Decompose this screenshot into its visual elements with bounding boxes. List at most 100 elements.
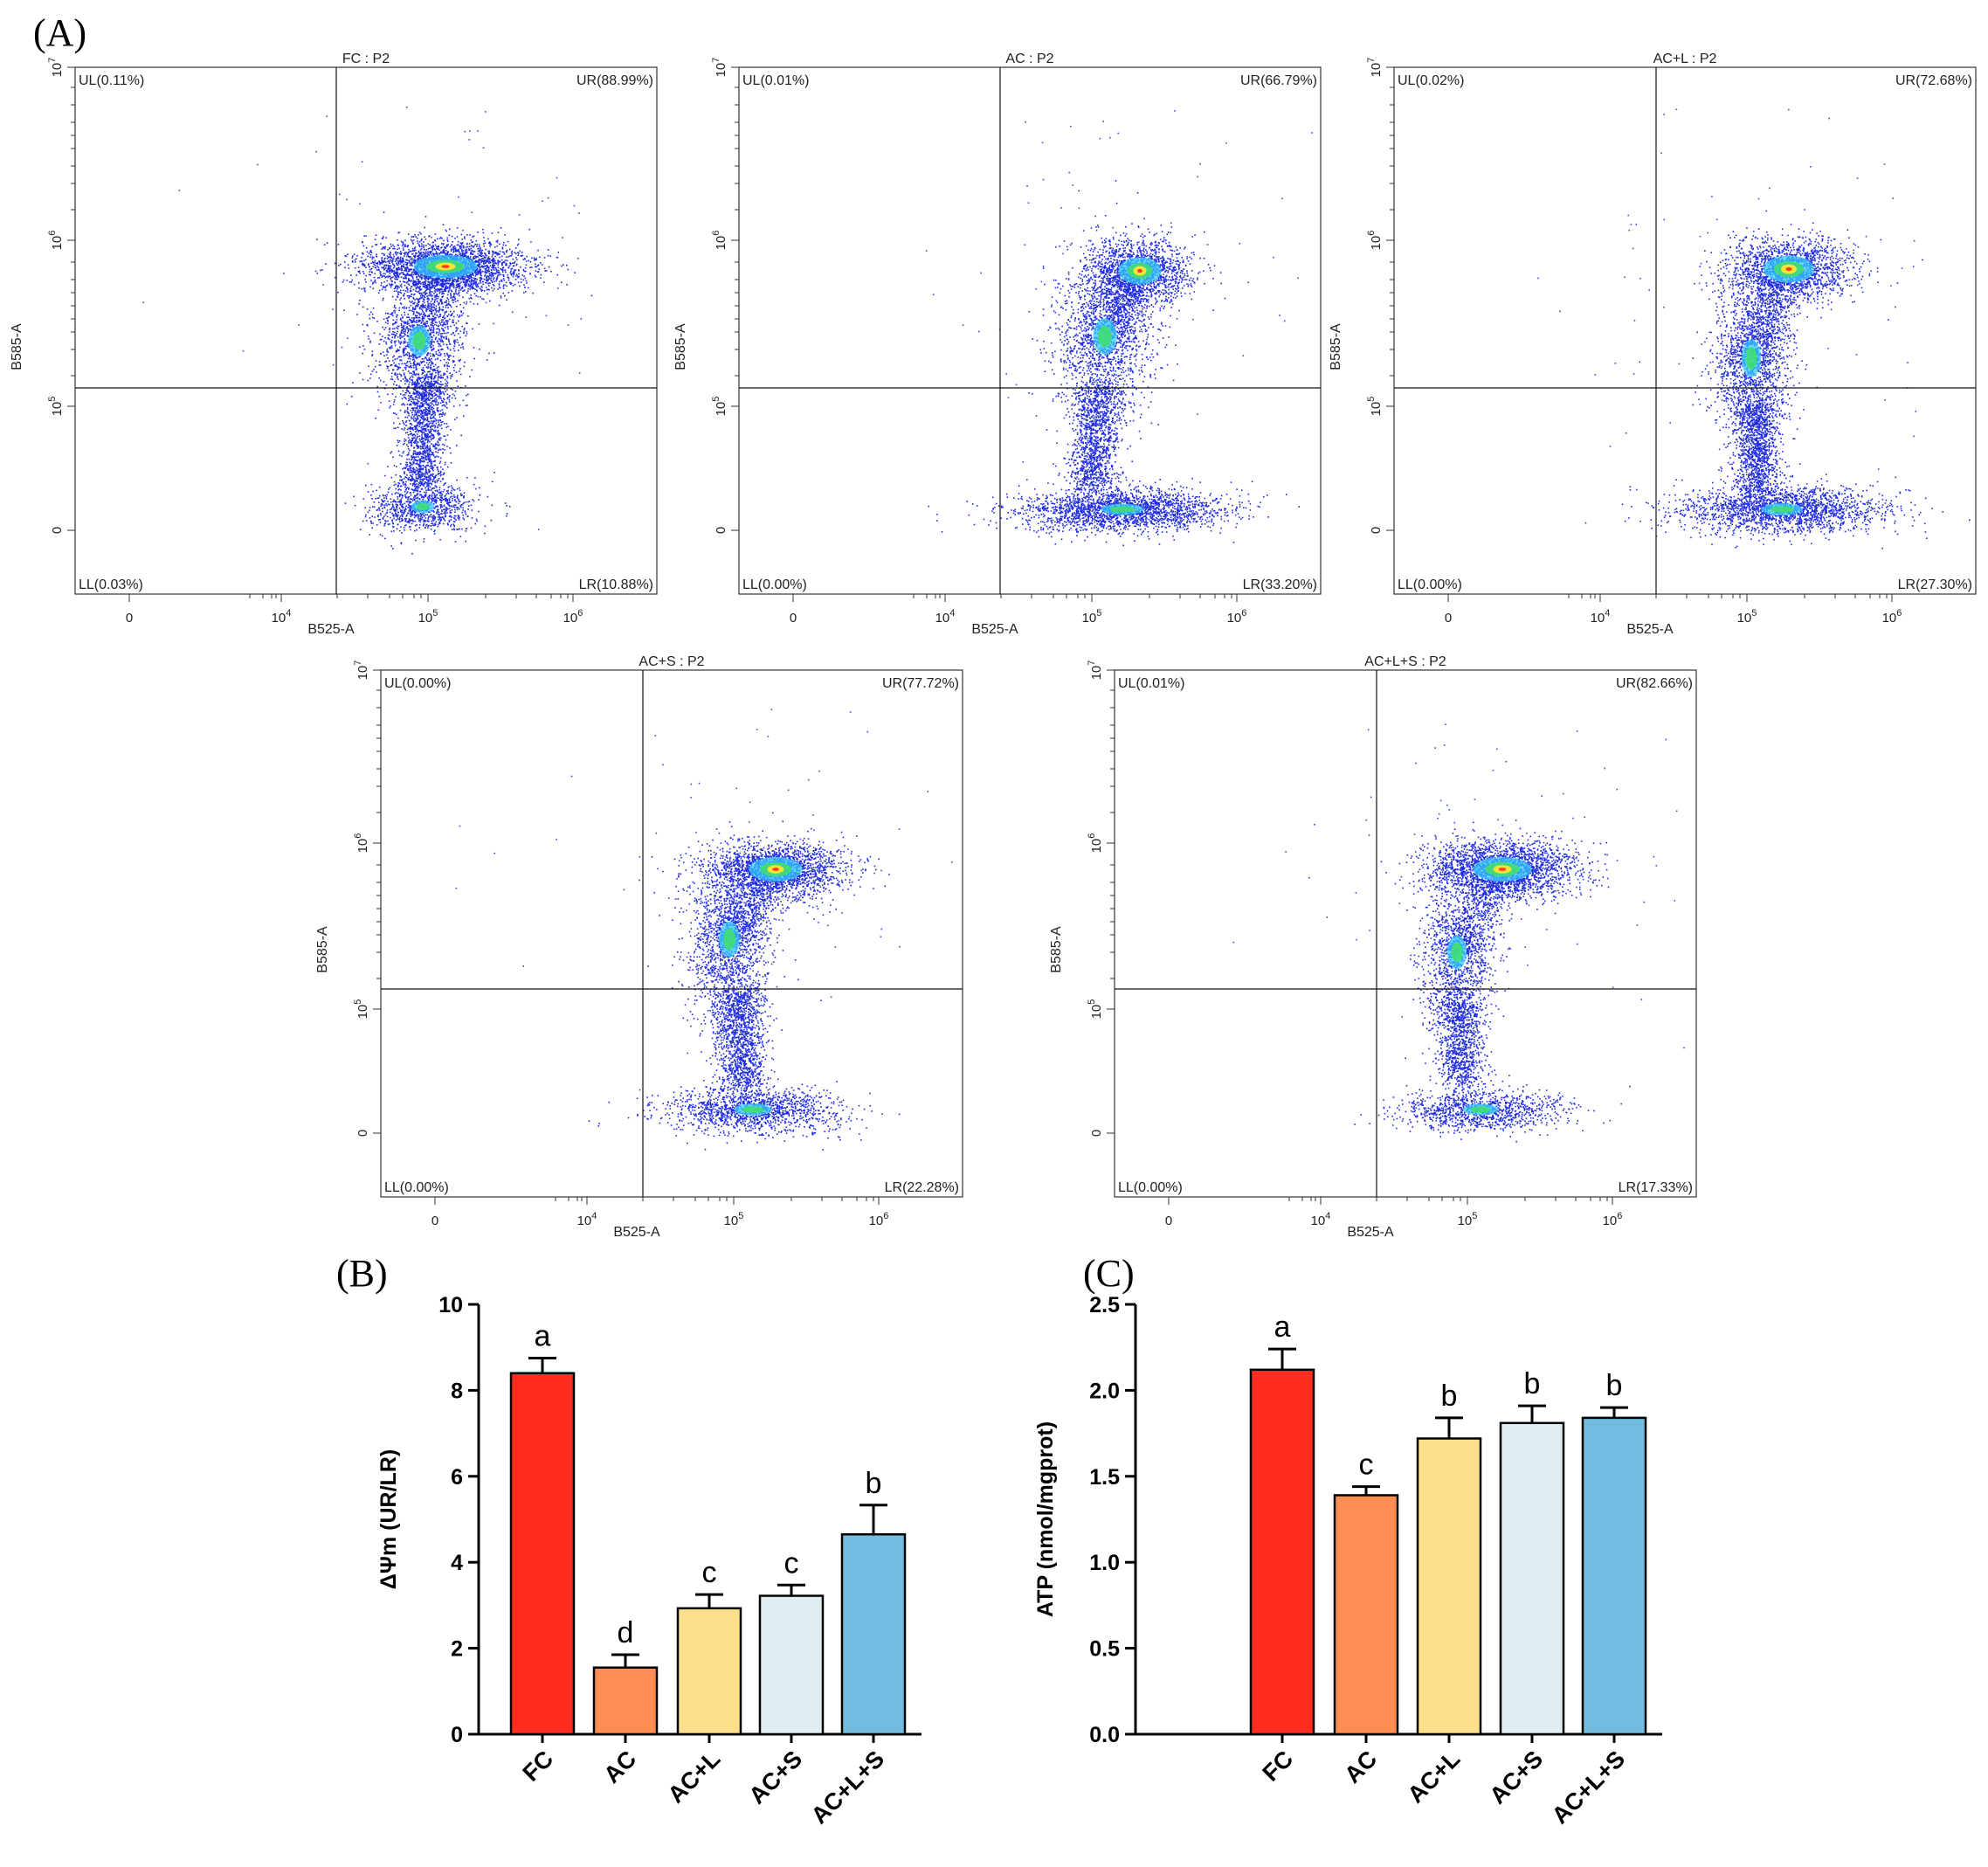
y-tick-label: 105 — [47, 397, 65, 417]
x-category-label: AC+L+S — [1547, 1746, 1630, 1829]
y-axis-label: B585-A — [315, 926, 330, 973]
y-axis-label: B585-A — [1329, 323, 1343, 370]
plot-frame — [74, 66, 658, 595]
bar-ac-s — [758, 1594, 825, 1736]
x-tick-label: 105 — [418, 608, 438, 626]
plot-title: AC+L+S : P2 — [1364, 654, 1446, 669]
significance-letter: b — [866, 1467, 882, 1500]
significance-letter: a — [1274, 1310, 1291, 1344]
plot-title: AC+L : P2 — [1653, 52, 1717, 66]
plot-frame — [380, 669, 963, 1198]
y-tick-label: 106 — [711, 231, 728, 251]
significance-letter: b — [1441, 1380, 1458, 1413]
flow-cytometry-plot-ac: AC : P2 UL(0.01%) UR(66.79%) LL(0.00%) LR(33… — [673, 52, 1345, 664]
y-tick-label: 106 — [47, 231, 65, 251]
panel-label-a: (A) — [33, 10, 86, 55]
y-tick-label: 106 — [1087, 833, 1104, 854]
density-points — [142, 107, 593, 555]
y-axis-label: B585-A — [1049, 926, 1064, 973]
bar-ac-s — [1499, 1421, 1565, 1736]
x-category-label: FC — [518, 1746, 559, 1787]
significance-letter: d — [618, 1616, 634, 1649]
x-tick-label: 106 — [563, 608, 583, 626]
y-tick-label: 1.0 — [1089, 1551, 1120, 1575]
quadrant-ul-label: UL(0.11%) — [79, 73, 144, 88]
y-axis-label: ΔΨm (UR/LR) — [376, 1449, 401, 1589]
bar-fc — [1249, 1368, 1315, 1736]
x-category-label: AC+L+S — [806, 1746, 889, 1829]
y-tick-label: 8 — [451, 1379, 463, 1403]
density-points — [925, 110, 1313, 547]
y-tick-label: 105 — [1366, 397, 1384, 417]
quadrant-ur-label: UR(72.68%) — [1895, 73, 1972, 88]
flow-cytometry-plot-ac-l-s: AC+L+S : P2 UL(0.01%) UR(82.66%) LL(0.00%) L… — [1048, 654, 1721, 1267]
y-tick-label: 2 — [451, 1637, 463, 1662]
x-category-label: AC+S — [744, 1746, 808, 1809]
bar-ac — [592, 1666, 659, 1736]
bar-ac-l — [676, 1607, 742, 1736]
quadrant-ll-label: LL(0.03%) — [79, 577, 143, 592]
x-category-label: AC — [1339, 1746, 1382, 1788]
x-tick-label: 0 — [1445, 611, 1452, 626]
y-tick-label: 0 — [355, 1130, 370, 1137]
plot-frame — [1393, 66, 1977, 595]
y-tick-label: 105 — [711, 397, 728, 417]
plot-title: AC+S : P2 — [639, 654, 704, 669]
plot-title: FC : P2 — [342, 52, 390, 66]
y-tick-label: 4 — [451, 1551, 463, 1575]
y-axis-label: ATP (nmol/mgprot) — [1033, 1421, 1058, 1617]
quadrant-ll-label: LL(0.00%) — [384, 1180, 449, 1195]
y-tick-label: 107 — [353, 660, 370, 681]
quadrant-ul-label: UL(0.00%) — [384, 676, 451, 691]
significance-letter: a — [535, 1320, 551, 1353]
x-tick-label: 104 — [1591, 608, 1611, 626]
plot-frame — [1114, 669, 1697, 1198]
quadrant-lr-label: LR(17.33%) — [1619, 1180, 1693, 1195]
quadrant-lr-label: LR(33.20%) — [1243, 577, 1317, 592]
flow-cytometry-plot-ac-s: AC+S : P2 UL(0.00%) UR(77.72%) LL(0.00%) LR(… — [314, 654, 987, 1267]
y-tick-label: 0 — [1369, 527, 1384, 534]
y-tick-label: 107 — [711, 58, 728, 78]
x-category-label: AC+S — [1485, 1746, 1549, 1809]
y-tick-label: 105 — [1087, 999, 1104, 1020]
y-tick-label: 105 — [353, 999, 370, 1020]
bar-ac-l-s — [840, 1532, 907, 1736]
bar-fc — [509, 1372, 576, 1736]
quadrant-ll-label: LL(0.00%) — [1398, 577, 1462, 592]
panel-label-c: (C) — [1083, 1251, 1135, 1296]
significance-letter: c — [784, 1546, 799, 1580]
quadrant-ll-label: LL(0.00%) — [1118, 1180, 1183, 1195]
x-tick-label: 106 — [1882, 608, 1902, 626]
plot-title: AC : P2 — [1005, 52, 1053, 66]
y-tick-label: 2.0 — [1089, 1379, 1120, 1403]
significance-letter: b — [1606, 1369, 1623, 1402]
bar-ac-l — [1416, 1437, 1482, 1736]
y-tick-label: 0 — [50, 527, 65, 534]
x-tick-label: 105 — [1082, 608, 1102, 626]
y-tick-label: 2.5 — [1089, 1293, 1120, 1317]
quadrant-ur-label: UR(66.79%) — [1240, 73, 1317, 88]
quadrant-ur-label: UR(88.99%) — [576, 73, 653, 88]
x-tick-label: 104 — [577, 1211, 597, 1228]
significance-letter: c — [702, 1556, 717, 1589]
flow-cytometry-plot-fc: FC : P2 UL(0.11%) UR(88.99%) LL(0.03%) LR(10… — [9, 52, 681, 664]
y-tick-label: 106 — [353, 833, 370, 854]
flow-cytometry-plot-ac-l: AC+L : P2 UL(0.02%) UR(72.68%) LL(0.00%) LR(… — [1328, 52, 1988, 664]
x-tick-label: 0 — [1165, 1214, 1172, 1228]
y-axis-label: B585-A — [673, 323, 688, 370]
y-tick-label: 107 — [47, 58, 65, 78]
density-points — [1537, 108, 1971, 550]
y-tick-label: 0.0 — [1089, 1723, 1120, 1747]
quadrant-lr-label: LR(22.28%) — [885, 1180, 959, 1195]
x-tick-label: 0 — [431, 1214, 438, 1228]
quadrant-lr-label: LR(10.88%) — [579, 577, 653, 592]
y-axis-label: B585-A — [10, 323, 24, 370]
bar-chart-atp: 0.0 0.5 1.0 1.5 2.0 2.5 a FC c AC b AC+L b AC+S b AC+L+… — [1033, 1276, 1729, 1857]
y-tick-label: 0 — [1089, 1130, 1104, 1137]
x-tick-label: 106 — [869, 1211, 889, 1228]
x-tick-label: 104 — [935, 608, 956, 626]
plot-frame — [738, 66, 1322, 595]
x-tick-label: 106 — [1603, 1211, 1623, 1228]
x-category-label: AC+L — [663, 1746, 726, 1808]
quadrant-ul-label: UL(0.02%) — [1398, 73, 1464, 88]
